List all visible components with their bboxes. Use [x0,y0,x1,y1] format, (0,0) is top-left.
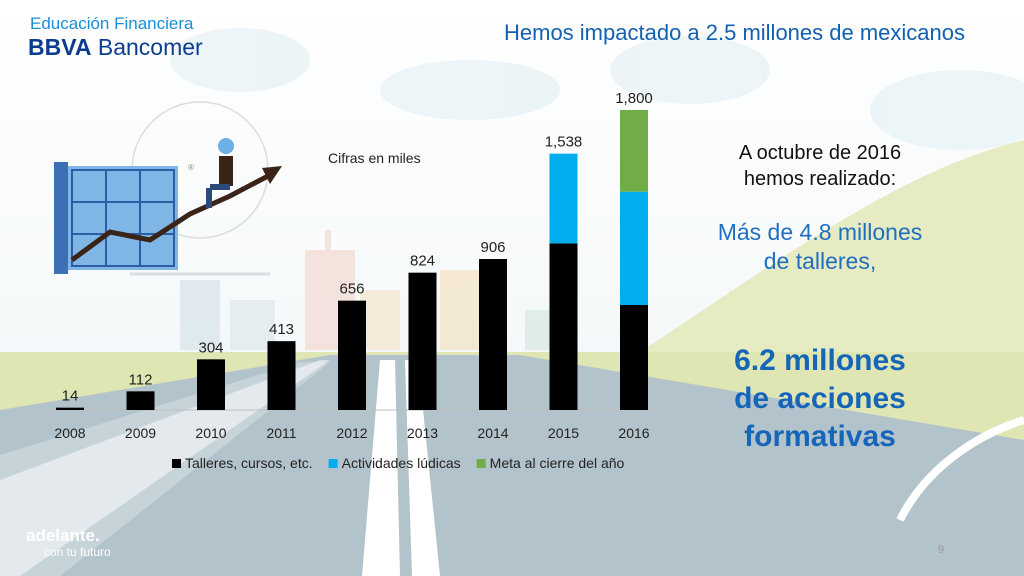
data-label-2016: 1,800 [615,90,653,107]
side-acciones-line2: de acciones [734,382,906,415]
legend-label-2: Actividades lúdicas [342,455,461,471]
svg-text:®: ® [188,163,194,172]
legend-swatch-2 [328,459,338,468]
brand-subtitle: Educación Financiera [30,14,194,33]
data-label-2009: 112 [129,371,153,388]
tagline-main: adelante. [26,526,100,545]
bar-2014-series-1 [479,259,507,410]
legend-swatch-3 [476,459,486,468]
x-tick-label-2016: 2016 [618,425,649,441]
x-tick-label-2010: 2010 [195,425,226,441]
page-title: Hemos impactado a 2.5 millones de mexica… [504,20,966,45]
bar-2015-series-1 [549,243,578,410]
bar-2008-series-1 [56,407,84,410]
side-acciones-line3: formativas [744,420,896,453]
x-tick-label-2008: 2008 [54,425,85,441]
data-label-2008: 14 [62,388,79,405]
bar-2011-series-1 [267,341,296,410]
side-acciones-text: 6.2 millones de acciones formativas [690,342,950,456]
side-talleres-line1: Más de 4.8 millones [717,219,923,245]
bar-2012-series-1 [338,300,366,410]
data-label-2012: 656 [339,281,364,298]
data-label-2011: 413 [269,321,294,338]
data-label-2015: 1,538 [545,134,583,151]
side-talleres-text: Más de 4.8 millones de talleres, [690,218,950,276]
x-tick-label-2014: 2014 [477,425,508,441]
tagline-sub: con tu futuro [44,545,111,559]
side-date-line1: A octubre de 2016 [738,142,902,164]
x-tick-label-2011: 2011 [266,425,296,441]
x-tick-label-2009: 2009 [125,425,156,441]
data-label-2010: 304 [198,339,223,356]
x-tick-label-2012: 2012 [336,425,367,441]
x-tick-label-2013: 2013 [407,425,438,441]
side-talleres-line2: de talleres, [763,248,877,274]
legend-label-3: Meta al cierre del año [490,455,625,471]
legend-label-1: Talleres, cursos, etc. [185,455,313,471]
side-date-line2: hemos realizado: [743,168,897,190]
legend-swatch-1 [172,459,181,468]
bar-2015-series-2 [549,153,578,244]
brand-logo-rest: Bancomer [91,34,203,60]
chart-units-note: Cifras en miles [328,150,421,166]
side-date-text: A octubre de 2016 hemos realizado: [700,140,940,192]
page-number: 9 [938,544,945,556]
bar-2016-series-3 [620,110,648,192]
bar-2016-series-1 [620,305,648,410]
brand-logo: BBVA Bancomer [28,34,203,61]
side-acciones-line1: 6.2 millones [734,344,906,377]
bar-2016-series-2 [620,191,648,305]
bar-2009-series-1 [126,391,155,410]
brand-logo-bold: BBVA [28,34,92,60]
bar-2010-series-1 [197,359,225,410]
data-label-2013: 824 [410,253,435,270]
bar-2013-series-1 [408,272,437,410]
data-label-2014: 906 [480,239,505,256]
x-tick-label-2015: 2015 [548,425,579,441]
